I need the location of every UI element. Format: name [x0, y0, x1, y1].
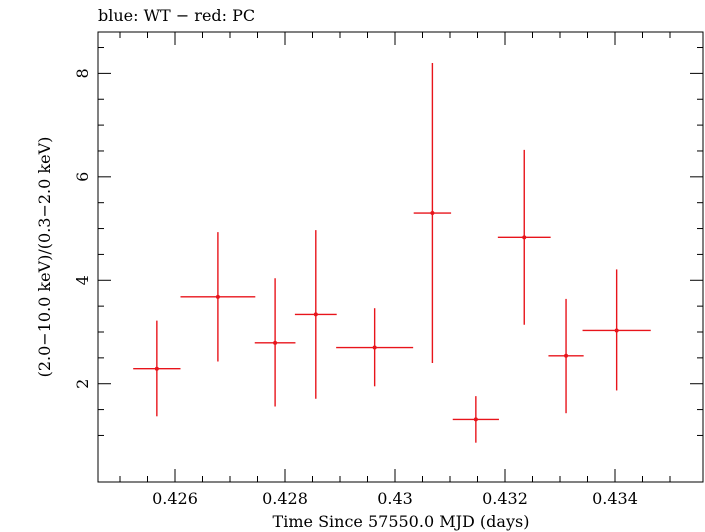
data-marker: [522, 235, 527, 240]
data-point: [413, 63, 452, 364]
data-marker: [273, 340, 278, 345]
x-tick-label: 0.428: [262, 489, 308, 508]
series-pc: [133, 63, 651, 443]
x-tick-label: 0.432: [482, 489, 528, 508]
data-marker: [154, 366, 159, 371]
data-marker: [473, 417, 478, 422]
data-marker: [372, 345, 377, 350]
data-point: [180, 232, 256, 362]
data-point: [133, 320, 181, 417]
data-point: [452, 396, 499, 443]
y-axis-label: (2.0−10.0 keV)/(0.3−2.0 keV): [35, 137, 54, 378]
plot-frame: [97, 31, 704, 483]
data-point: [582, 269, 651, 391]
y-axis: 2 4 6 8: [73, 47, 703, 436]
y-tick-label: 6: [73, 172, 92, 182]
y-tick-label: 2: [73, 379, 92, 389]
data-marker: [313, 312, 318, 317]
y-tick-label: 4: [73, 275, 92, 285]
data-marker: [614, 328, 619, 333]
data-point: [254, 278, 296, 407]
x-axis-label: Time Since 57550.0 MJD (days): [273, 512, 530, 531]
data-marker: [215, 294, 220, 299]
x-tick-label: 0.434: [592, 489, 638, 508]
data-point: [497, 149, 551, 325]
x-tick-label: 0.43: [377, 489, 413, 508]
data-point: [548, 298, 584, 414]
chart-title: blue: WT − red: PC: [98, 6, 255, 25]
y-tick-label: 8: [73, 68, 92, 78]
data-marker: [430, 211, 435, 216]
data-point: [294, 230, 337, 399]
data-marker: [564, 353, 569, 358]
data-point: [336, 308, 414, 387]
x-tick-label: 0.426: [152, 489, 198, 508]
x-axis: 0.426 0.428 0.43 0.432 0.434: [119, 32, 671, 508]
